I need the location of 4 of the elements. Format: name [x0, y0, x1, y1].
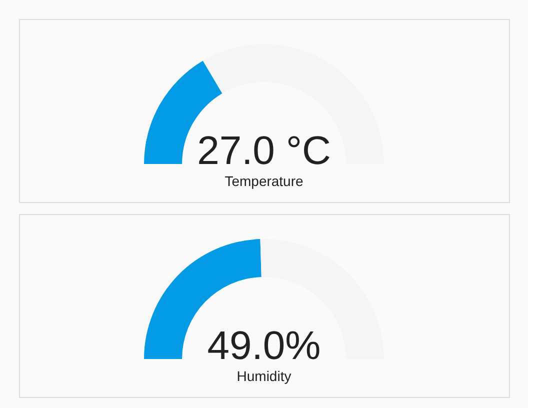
text: Humidity [236, 368, 292, 384]
text: 27.0 °C [197, 129, 331, 173]
text: 49.0% [207, 324, 321, 368]
text: Temperature [224, 173, 304, 189]
